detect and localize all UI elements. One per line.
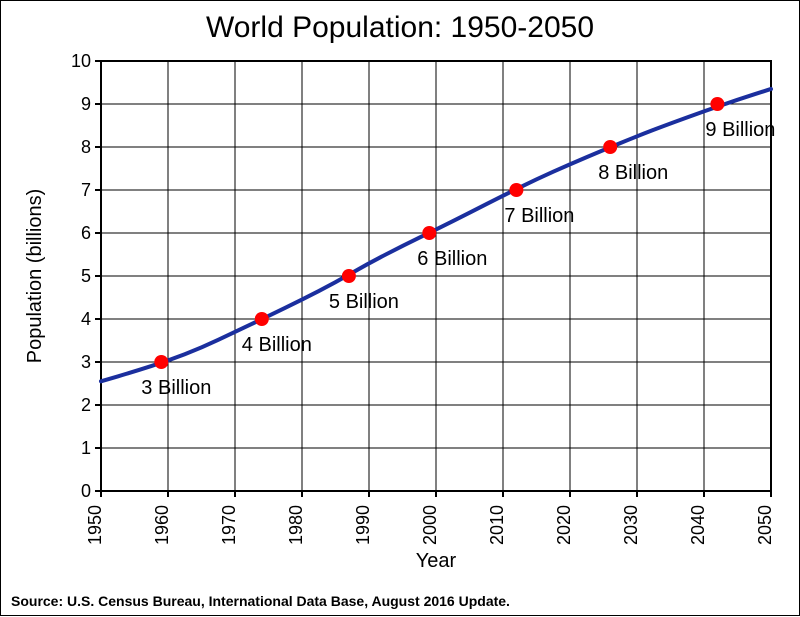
chart-svg: 0 1 2 3 4 5 6 7 8 9 10 1950 1960 1970 1980 1990 2000 2010… (1, 1, 800, 617)
milestone-label: 4 Billion (242, 334, 312, 356)
y-tick-label: 6 (81, 223, 91, 243)
x-tick-label: 1990 (353, 505, 373, 545)
y-axis-label: Population (billions) (24, 189, 46, 364)
milestone-marker (603, 140, 617, 154)
x-tick-label: 2020 (554, 505, 574, 545)
y-tick-label: 8 (81, 137, 91, 157)
milestone-marker (342, 269, 356, 283)
milestone-label: 8 Billion (598, 162, 668, 184)
y-tick-label: 0 (81, 481, 91, 501)
chart-container: World Population: 1950-2050 012345678910… (0, 0, 800, 616)
milestone-label: 5 Billion (329, 291, 399, 313)
x-tick-label: 2000 (420, 505, 440, 545)
x-axis-label: Year (416, 550, 457, 572)
milestone-label: 6 Billion (417, 248, 487, 270)
milestone-marker (509, 183, 523, 197)
x-tick-label: 2010 (487, 505, 507, 545)
x-tick-label: 2030 (621, 505, 641, 545)
x-tick-label: 1950 (85, 505, 105, 545)
y-tick-label: 7 (81, 180, 91, 200)
y-tick-label: 3 (81, 352, 91, 372)
x-tick-label: 2050 (755, 505, 775, 545)
x-tick-label: 1960 (152, 505, 172, 545)
y-tick-label: 10 (71, 51, 91, 71)
milestone-marker (422, 226, 436, 240)
y-tick-label: 5 (81, 266, 91, 286)
y-tick-label: 1 (81, 438, 91, 458)
milestone-label: 7 Billion (504, 205, 574, 227)
y-tick-label: 4 (81, 309, 91, 329)
x-tick-label: 1980 (286, 505, 306, 545)
y-tick-label: 2 (81, 395, 91, 415)
milestone-label: 9 Billion (705, 119, 775, 141)
x-tick-label: 2040 (688, 505, 708, 545)
milestone-marker (710, 97, 724, 111)
milestone-marker (154, 355, 168, 369)
y-tick-label: 9 (81, 94, 91, 114)
milestone-marker (255, 312, 269, 326)
milestone-label: 3 Billion (141, 377, 211, 399)
chart-source: Source: U.S. Census Bureau, Internationa… (11, 593, 510, 609)
x-tick-label: 1970 (219, 505, 239, 545)
